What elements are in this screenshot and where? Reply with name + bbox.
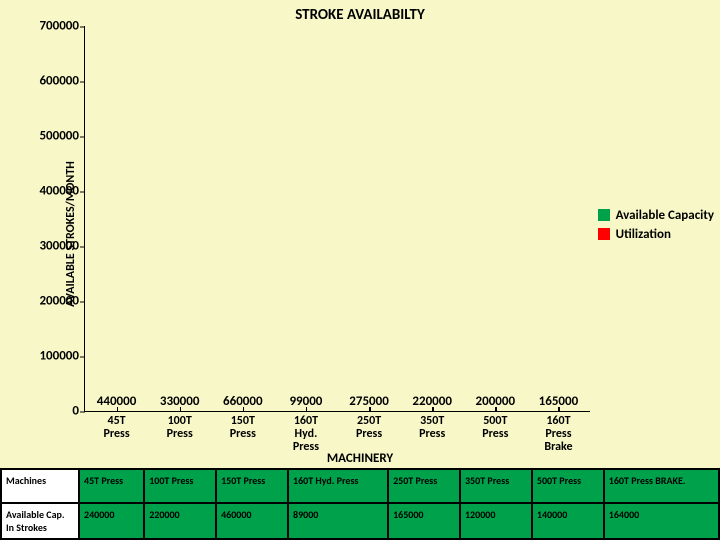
table-cell: 100T Press (144, 469, 216, 503)
table-cell: 164000 (604, 503, 719, 539)
x-tick: 100TPress (150, 411, 210, 441)
table-cell: 220000 (144, 503, 216, 539)
x-tick: 500TPress (465, 411, 525, 441)
table-cell: 500T Press (532, 469, 604, 503)
table-cell: 120000 (460, 503, 532, 539)
chart-title: STROKE AVAILABILTY (295, 6, 425, 24)
table-cell: 165000 (388, 503, 460, 539)
x-axis-title: MACHINERY (327, 451, 393, 466)
table-cell: 140000 (532, 503, 604, 539)
table-cell: 460000 (216, 503, 288, 539)
x-tick: 160TPressBrake (528, 411, 588, 455)
x-tick: 250TPress (339, 411, 399, 441)
table-cell: 160T Press BRAKE. (604, 469, 719, 503)
legend-item: Utilization (598, 227, 714, 242)
table-cell: 240000 (79, 503, 144, 539)
legend-label: Utilization (616, 227, 671, 242)
x-tick: 160THyd.Press (276, 411, 336, 455)
legend-swatch-available (598, 209, 610, 221)
table-cell: 89000 (288, 503, 388, 539)
y-tick: 700000 (15, 19, 79, 34)
table-cell: 45T Press (79, 469, 144, 503)
y-tick: 500000 (15, 129, 79, 144)
table-cell: 160T Hyd. Press (288, 469, 388, 503)
table-row: Available Cap. In Strokes240000220000460… (1, 503, 719, 539)
table-row-header: Machines (1, 469, 79, 503)
legend-swatch-utilization (598, 228, 610, 240)
chart-area: STROKE AVAILABILTY AVAILABLE STROKES/MON… (0, 0, 720, 468)
table-cell: 150T Press (216, 469, 288, 503)
table-cell: 350T Press (460, 469, 532, 503)
y-tick: 400000 (15, 184, 79, 199)
x-tick: 150TPress (213, 411, 273, 441)
y-tick: 200000 (15, 294, 79, 309)
y-tick: 300000 (15, 239, 79, 254)
table-cell: 250T Press (388, 469, 460, 503)
table-row-header: Available Cap. In Strokes (1, 503, 79, 539)
plot-area: 0100000200000300000400000500000600000700… (84, 26, 590, 412)
legend-item: Available Capacity (598, 208, 714, 223)
legend: Available Capacity Utilization (598, 204, 714, 246)
x-tick: 45TPress (87, 411, 147, 441)
x-tick: 350TPress (402, 411, 462, 441)
y-tick: 100000 (15, 349, 79, 364)
y-tick: 0 (15, 404, 79, 419)
legend-label: Available Capacity (616, 208, 714, 223)
data-table: Machines45T Press100T Press150T Press160… (0, 468, 720, 540)
table-row: Machines45T Press100T Press150T Press160… (1, 469, 719, 503)
y-tick: 600000 (15, 74, 79, 89)
